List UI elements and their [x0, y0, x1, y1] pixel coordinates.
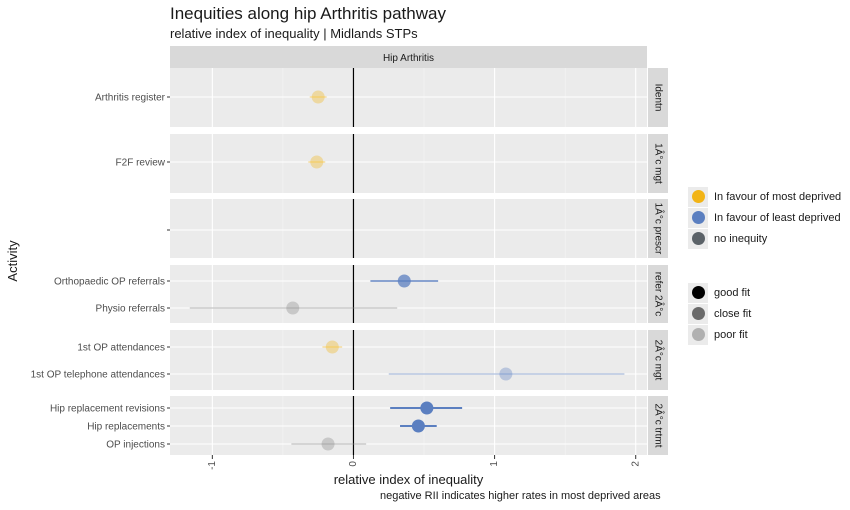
- chart-caption: negative RII indicates higher rates in m…: [380, 490, 661, 502]
- panel-strip: [648, 199, 668, 258]
- x-tick-label: 0: [348, 461, 359, 467]
- y-tick-label: Physio referrals: [96, 304, 165, 315]
- equity-legend: In favour of most deprived In favour of …: [688, 186, 841, 249]
- legend-dot-no-inequity: [691, 232, 705, 245]
- legend-label-close-fit: close fit: [714, 307, 752, 320]
- panel-background: [170, 134, 647, 193]
- legend-label-no-inequity: no inequity: [714, 232, 768, 245]
- panel-strip: [648, 330, 668, 390]
- y-tick-label: Hip replacements: [87, 422, 165, 433]
- y-axis-title: Activity: [5, 240, 20, 282]
- x-tick-label: 1: [489, 461, 500, 467]
- data-point: [286, 301, 300, 315]
- data-point: [310, 155, 324, 169]
- legend-dot-poor-fit: [691, 328, 705, 341]
- legend-label-good-fit: good fit: [714, 286, 751, 299]
- data-point: [321, 437, 335, 451]
- data-point: [499, 367, 513, 381]
- legend-dot-good-fit: [691, 286, 705, 299]
- legend-item-good-fit: good fit: [688, 282, 751, 303]
- panel-strip: [648, 134, 668, 193]
- legend-label-poor-fit: poor fit: [714, 328, 748, 341]
- x-axis-title: relative index of inequality: [334, 472, 484, 487]
- legend-dot-close-fit: [691, 307, 705, 320]
- y-tick-label: F2F review: [116, 158, 166, 169]
- panel-strip: [648, 396, 668, 455]
- chart-title: Inequities along hip Arthritis pathway: [170, 4, 446, 23]
- legend-item-no-inequity: no inequity: [688, 228, 841, 249]
- fit-legend: good fit close fit poor fit: [688, 282, 751, 345]
- data-point: [397, 274, 411, 288]
- data-point: [325, 340, 339, 354]
- panel-background: [170, 265, 647, 323]
- legend-item-most-deprived: In favour of most deprived: [688, 186, 841, 207]
- legend-label-most-deprived: In favour of most deprived: [714, 190, 842, 203]
- legend-item-close-fit: close fit: [688, 303, 751, 324]
- legend-dot-most-deprived: [691, 190, 705, 203]
- panel-strip: [648, 265, 668, 323]
- panel-strip-label: Identn: [652, 84, 663, 112]
- y-tick-label: Hip replacement revisions: [50, 404, 165, 415]
- panel-strip-label: 2Â°c mgt: [652, 340, 665, 381]
- facet-strip: [170, 46, 647, 68]
- x-tick-label: 2: [630, 461, 641, 467]
- panel-background: [170, 199, 647, 258]
- legend-dot-least-deprived: [691, 211, 705, 224]
- y-tick-label: Arthritis register: [95, 93, 166, 104]
- y-tick-label: OP injections: [106, 440, 165, 451]
- panel-strip-label: 1Â°c prescr: [652, 203, 665, 255]
- panel-strip: [648, 68, 668, 127]
- legend-item-poor-fit: poor fit: [688, 324, 751, 345]
- facet-title: Hip Arthritis: [383, 53, 434, 64]
- panel-strip-label: 1Â°c mgt: [652, 143, 665, 184]
- chart-subtitle: relative index of inequality | Midlands …: [170, 26, 418, 41]
- legend-item-least-deprived: In favour of least deprived: [688, 207, 841, 228]
- x-tick-label: -1: [207, 461, 218, 470]
- y-tick-label: Orthopaedic OP referrals: [54, 277, 165, 288]
- y-tick-label: 1st OP telephone attendances: [31, 370, 165, 381]
- data-point: [411, 419, 425, 433]
- y-tick-label: 1st OP attendances: [77, 343, 165, 354]
- legend-label-least-deprived: In favour of least deprived: [714, 211, 841, 224]
- data-point: [420, 401, 434, 415]
- panel-background: [170, 330, 647, 390]
- data-point: [311, 90, 325, 104]
- panel-strip-label: 2Â°c trtmt: [652, 403, 665, 447]
- panel-strip-label: refer 2Â°c: [652, 272, 665, 317]
